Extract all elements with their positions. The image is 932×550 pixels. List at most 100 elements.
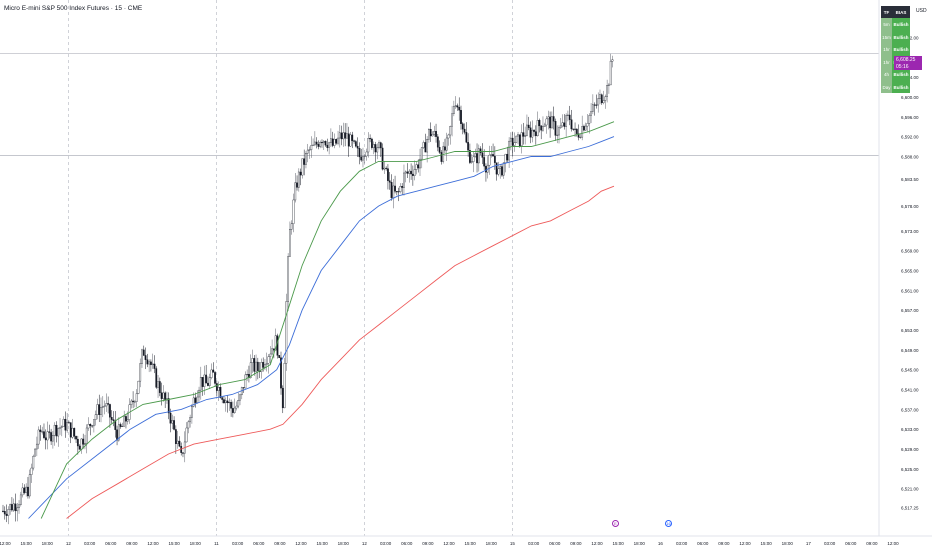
candle-body	[173, 420, 175, 430]
candle-body	[420, 147, 423, 160]
candle-body	[151, 363, 154, 365]
candle-body	[35, 443, 38, 450]
candle-body	[28, 474, 31, 497]
y-tick-label: 6,549.00	[901, 348, 919, 353]
candle-body	[406, 171, 409, 174]
x-tick-label: 15:00	[761, 541, 773, 546]
candle-body	[194, 397, 197, 403]
x-tick-label: 18:00	[486, 541, 498, 546]
candle-body	[9, 504, 12, 510]
x-tick-label: 18:00	[634, 541, 646, 546]
candle-body	[403, 172, 405, 188]
x-tick-label: 18:00	[42, 541, 54, 546]
time-axis[interactable]: 12:00 15:00 18:00 12 03:00 06:00 09:00 12:00 15:…	[0, 541, 899, 546]
candle-body	[251, 358, 254, 363]
candle-body	[470, 161, 473, 163]
candle-body	[112, 419, 115, 421]
moving-average-line	[40, 121, 615, 519]
candle-body	[137, 380, 140, 394]
candle-body	[590, 111, 592, 116]
x-tick-label: 03:00	[676, 541, 688, 546]
candle-body	[39, 429, 42, 432]
candle-body	[609, 60, 612, 86]
candle-body	[335, 139, 338, 144]
symbol-title[interactable]: Micro E-mini S&P 500 Index Futures · 15 …	[4, 5, 143, 12]
candle-body	[312, 144, 314, 146]
candle-body	[549, 116, 551, 129]
y-tick-label: 6,612.00	[901, 35, 919, 40]
candle-body	[157, 381, 159, 388]
candle-body	[395, 191, 398, 193]
candle-body	[292, 199, 295, 224]
candle-body	[280, 357, 282, 389]
candle-body	[144, 355, 147, 360]
candle-body	[570, 119, 573, 130]
candle-body	[510, 137, 512, 142]
candle-body	[485, 165, 487, 173]
candle-body	[5, 513, 8, 516]
last-price: 6,608.25	[896, 57, 916, 63]
bias-row: 4h Bullish	[881, 68, 910, 81]
candle-body	[351, 134, 354, 141]
candle-body	[208, 377, 211, 386]
candle-body	[46, 431, 49, 441]
candle-body	[394, 185, 396, 192]
x-tick-label: 15:00	[21, 541, 33, 546]
candle-body	[308, 149, 311, 151]
candle-body	[50, 432, 52, 442]
candle-body	[269, 353, 272, 357]
y-tick-label: 6,569.00	[901, 249, 919, 254]
candle-body	[178, 440, 181, 447]
candle-body	[101, 406, 104, 408]
candle-body	[306, 149, 309, 154]
candle-body	[198, 389, 200, 398]
candle-body	[349, 134, 352, 147]
earnings-event-icon[interactable]: E	[612, 520, 619, 527]
candle-body	[41, 431, 44, 433]
candle-body	[160, 392, 163, 399]
y-tick-label: 6,521.00	[901, 487, 919, 492]
currency-label[interactable]: USD	[916, 8, 927, 14]
candle-body	[324, 140, 327, 146]
candle-body	[458, 107, 461, 111]
candle-body	[567, 114, 569, 116]
candle-body	[60, 426, 63, 428]
candle-body	[385, 167, 388, 169]
candle-body	[283, 363, 286, 409]
x-tick-label: 12	[66, 541, 72, 546]
candle-body	[228, 402, 231, 404]
candle-body	[558, 127, 560, 136]
y-tick-label: 6,529.00	[901, 447, 919, 452]
candle-body	[511, 137, 514, 146]
candle-body	[337, 137, 339, 144]
y-tick-label: 6,553.00	[901, 328, 919, 333]
candle-body	[554, 121, 557, 136]
candle-body	[89, 424, 92, 426]
price-axis[interactable]: 6,612.006,608.006,604.006,600.006,596.00…	[901, 35, 919, 510]
candle-body	[495, 162, 498, 175]
candle-body	[362, 156, 364, 161]
candle-body	[340, 132, 343, 140]
candle-body	[526, 124, 528, 136]
candle-body	[517, 134, 519, 137]
x-tick-label: 06:00	[105, 541, 117, 546]
candle-body	[581, 126, 584, 138]
candle-body	[235, 405, 238, 409]
candle-body	[388, 180, 391, 183]
calendar-event-icon[interactable]: 16	[665, 520, 672, 527]
candle-body	[44, 437, 47, 441]
candle-body	[278, 355, 281, 358]
candle-body	[410, 170, 412, 175]
candle-body	[540, 125, 543, 131]
bias-row: 5m Bullish	[881, 18, 910, 31]
x-tick-label: 12:00	[0, 541, 11, 546]
candle-body	[527, 124, 530, 128]
candle-body	[205, 374, 208, 384]
candle-body	[604, 96, 607, 101]
candle-body	[176, 440, 179, 445]
candle-body	[611, 59, 614, 62]
candle-body	[233, 407, 236, 413]
y-tick-label: 6,537.00	[901, 407, 919, 412]
candle-body	[401, 186, 404, 188]
